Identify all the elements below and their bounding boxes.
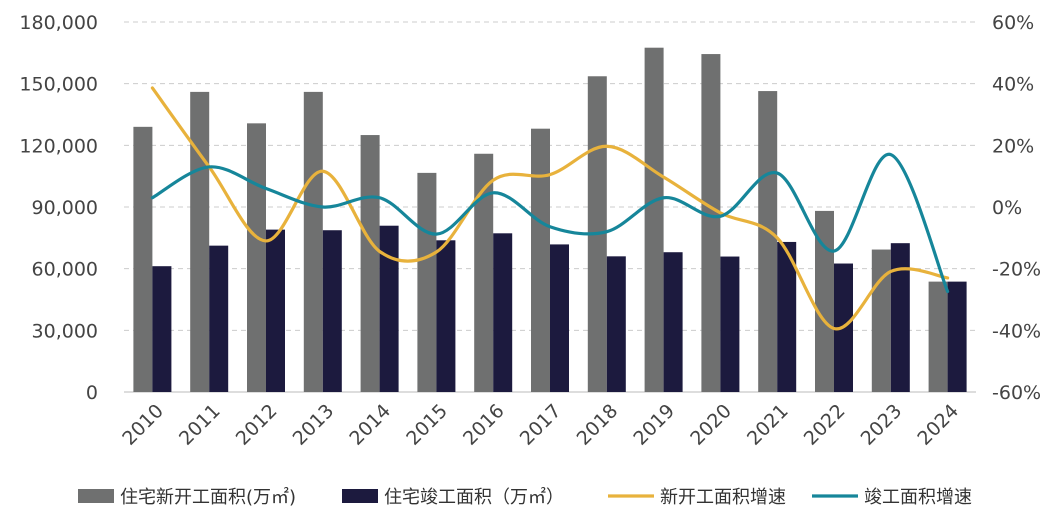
x-tick-label: 2010 [118,400,168,450]
bar-completion-2020 [720,256,740,392]
bar-new-start-2013 [303,91,323,392]
bar-new-start-2022 [815,210,834,392]
line-completion-growth [150,152,950,294]
lines [150,86,950,331]
y-left-tick-label: 60,000 [32,259,98,281]
bar-new-start-2012 [247,123,266,392]
legend-label: 竣工面积增速 [864,487,972,508]
legend-label: 住宅新开工面积(万㎡) [120,486,296,508]
legend: 住宅新开工面积(万㎡) 住宅竣工面积（万㎡） 新开工面积增速 竣工面积增速 [78,486,972,508]
bar-new-start-2010 [133,126,153,392]
y-right-tick-label: 40% [992,74,1034,96]
bar-completion-2019 [663,252,683,392]
bar-new-start-2014 [360,135,380,393]
bar-completion-2014 [379,225,399,392]
x-tick-label: 2015 [402,400,452,450]
y-right-tick-label: -60% [992,382,1041,404]
y-left-tick-label: 90,000 [32,197,98,219]
x-tick-label: 2011 [175,400,225,450]
x-tick-label: 2020 [686,400,736,450]
bar-new-start-2021 [758,91,778,393]
bar-new-start-2017 [531,128,550,392]
y-left-tick-label: 0 [86,382,98,404]
x-tick-label: 2018 [573,400,623,450]
legend-swatch [78,489,114,503]
x-axis: 2010 2011 2012 2013 2014 2015 2016 2017 2018 2019… [118,400,963,450]
bar-completion-2018 [606,256,626,392]
y-left-tick-label: 120,000 [19,135,98,157]
bar-new-start-2015 [417,172,437,392]
bar-new-start-2016 [474,153,494,392]
x-tick-label: 2024 [913,400,963,450]
bar-completion-2010 [152,266,172,392]
bar-completion-2012 [266,229,285,392]
bar-completion-2013 [322,230,342,392]
bar-completion-2021 [777,241,797,392]
y-left-tick-label: 180,000 [19,12,98,34]
y-right-tick-label: -40% [992,320,1041,342]
bar-completion-2024 [947,281,967,392]
bar-completion-2011 [209,245,229,392]
bars [133,47,967,393]
y-right-tick-label: 60% [992,12,1034,34]
x-tick-label: 2016 [459,400,509,450]
y-right-tick-label: -20% [992,259,1041,281]
bar-completion-2015 [436,240,456,392]
y-right-tick-label: 0% [992,197,1022,219]
bar-new-start-2011 [190,91,210,392]
x-tick-label: 2023 [857,400,907,450]
legend-swatch [342,489,378,503]
x-tick-label: 2014 [345,400,395,450]
x-tick-label: 2019 [629,400,679,450]
y-left-tick-label: 150,000 [19,74,98,96]
x-tick-label: 2012 [232,400,282,450]
y-axis-right: -60% -40% -20% 0% 20% 40% 60% [992,12,1041,404]
bar-new-start-2023 [871,249,891,392]
y-left-tick-label: 30,000 [32,320,98,342]
line-new-start-growth [150,86,950,331]
bar-completion-2016 [493,233,513,392]
y-axis-left: 0 30,000 60,000 90,000 120,000 150,000 180,000 [19,12,98,404]
bar-completion-2023 [890,243,910,392]
x-tick-label: 2013 [289,400,339,450]
x-tick-label: 2017 [516,400,566,450]
y-right-tick-label: 20% [992,135,1034,157]
bar-completion-2017 [550,244,569,392]
bar-new-start-2020 [701,54,721,393]
x-tick-label: 2021 [743,400,793,450]
bar-new-start-2024 [928,281,948,392]
bar-new-start-2019 [644,47,664,392]
legend-label: 住宅竣工面积（万㎡） [384,486,564,508]
legend-label: 新开工面积增速 [660,487,786,508]
x-tick-label: 2022 [800,400,850,450]
